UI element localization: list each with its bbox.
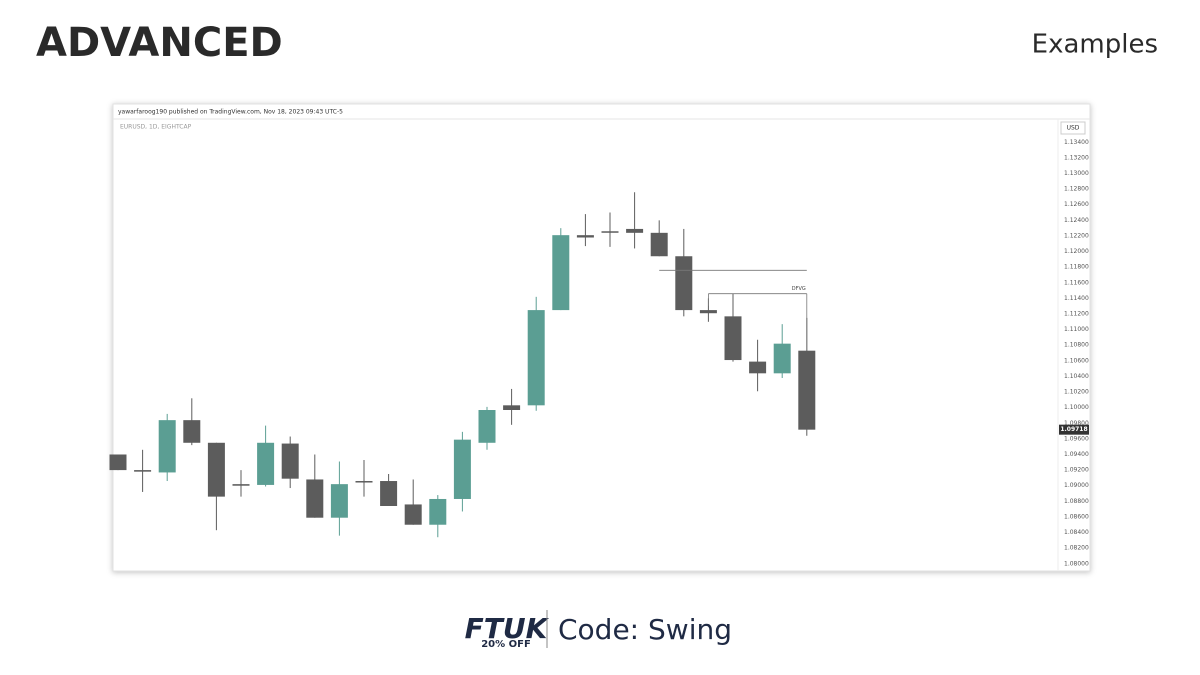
y-tick-label: 1.11600: [1064, 279, 1089, 286]
y-tick-label: 1.09200: [1064, 467, 1089, 474]
y-tick-label: 1.10200: [1064, 389, 1089, 396]
y-tick-label: 1.12000: [1064, 248, 1089, 255]
candle-body: [773, 343, 791, 374]
y-tick-label: 1.13400: [1064, 139, 1089, 146]
candle-body: [134, 470, 152, 472]
candle-body: [183, 420, 201, 443]
candle-body: [527, 310, 545, 406]
candle-body: [601, 231, 619, 233]
candle-body: [380, 481, 398, 506]
annotation-text: DFVG: [792, 286, 806, 292]
symbol-text: EURUSD, 1D, EIGHTCAP: [120, 124, 192, 131]
y-tick-label: 1.12200: [1064, 232, 1089, 239]
candle-body: [404, 504, 422, 525]
slide-title: ADVANCED: [36, 20, 283, 66]
candle-body: [158, 420, 176, 473]
candle-body: [503, 405, 521, 410]
y-tick-label: 1.08600: [1064, 513, 1089, 520]
y-tick-label: 1.09400: [1064, 451, 1089, 458]
y-tick-label: 1.09600: [1064, 435, 1089, 442]
candle-body: [478, 410, 496, 443]
y-tick-label: 1.11400: [1064, 295, 1089, 302]
y-tick-label: 1.11000: [1064, 326, 1089, 333]
y-tick-label: 1.12800: [1064, 186, 1089, 193]
promo-code: Code: Swing: [558, 613, 732, 646]
candle-body: [355, 481, 373, 483]
y-tick-label: 1.09000: [1064, 482, 1089, 489]
brand-offer: 20% OFF: [481, 639, 531, 650]
brand-logo: FTUK: [465, 612, 550, 645]
y-tick-label: 1.08000: [1064, 560, 1089, 567]
y-tick-label: 1.13200: [1064, 154, 1089, 161]
candle-body: [798, 350, 816, 430]
y-tick-label: 1.10000: [1064, 404, 1089, 411]
y-tick-label: 1.10600: [1064, 357, 1089, 364]
chart-frame: [112, 103, 1091, 572]
candle-body: [650, 232, 668, 257]
y-tick-label: 1.12600: [1064, 201, 1089, 208]
currency: USD: [1067, 125, 1080, 132]
y-tick-label: 1.08400: [1064, 529, 1089, 536]
y-tick-label: 1.11800: [1064, 264, 1089, 271]
y-tick-label: 1.09800: [1064, 420, 1089, 427]
y-tick-label: 1.10800: [1064, 342, 1089, 349]
y-tick-label: 1.11200: [1064, 311, 1089, 318]
candle-body: [109, 454, 127, 471]
price-tag-label: 1.09718: [1060, 426, 1087, 433]
price-tag: [1059, 424, 1089, 435]
candle-body: [724, 316, 742, 361]
candle-body: [749, 361, 767, 374]
source-text: yawarfaroog190 published on TradingView.…: [118, 109, 343, 116]
y-tick-label: 1.08800: [1064, 498, 1089, 505]
y-tick-label: 1.12400: [1064, 217, 1089, 224]
candle-body: [552, 235, 570, 311]
candle-body: [699, 310, 717, 314]
y-tick-label: 1.10400: [1064, 373, 1089, 380]
candle-body: [281, 443, 299, 479]
y-tick-label: 1.08200: [1064, 545, 1089, 552]
candle-body: [257, 442, 275, 485]
currency-box: [1060, 121, 1086, 135]
candle-body: [429, 498, 447, 525]
candle-body: [453, 439, 471, 499]
candle-body: [306, 479, 324, 518]
candle-body: [626, 228, 644, 233]
y-tick-label: 1.13000: [1064, 170, 1089, 177]
candle-body: [232, 484, 250, 486]
candle-body: [576, 235, 594, 238]
slide-section: Examples: [1032, 30, 1158, 60]
candle-body: [675, 256, 693, 311]
candle-body: [207, 442, 225, 497]
candle-body: [330, 484, 348, 518]
